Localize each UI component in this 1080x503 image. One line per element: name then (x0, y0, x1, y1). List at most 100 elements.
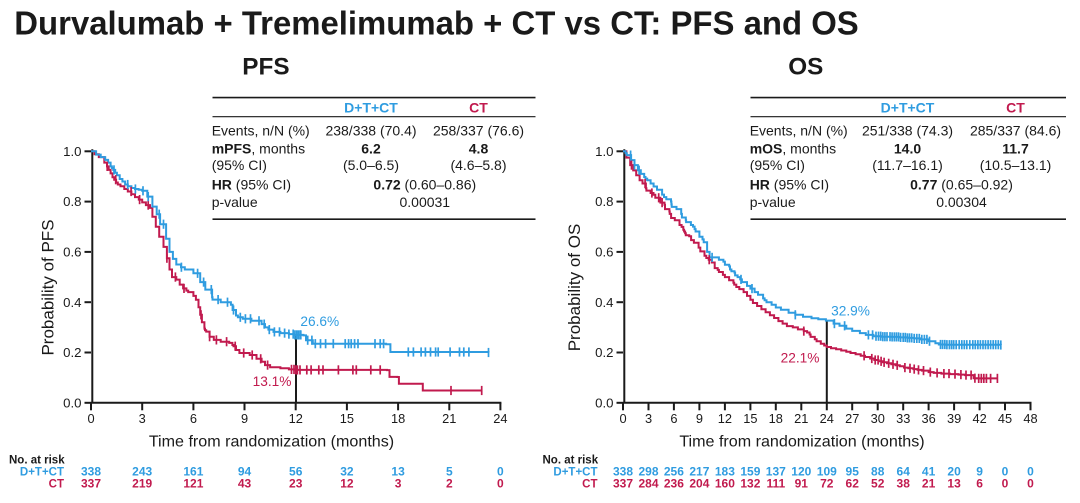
svg-text:219: 219 (132, 476, 152, 490)
svg-text:18: 18 (769, 411, 783, 426)
svg-text:Probability of OS: Probability of OS (565, 224, 584, 352)
svg-text:284: 284 (638, 476, 658, 490)
svg-text:88: 88 (871, 464, 885, 478)
svg-text:HR (95% CI): HR (95% CI) (212, 177, 291, 193)
svg-text:(5.0–6.5): (5.0–6.5) (343, 157, 399, 173)
svg-text:D+T+CT: D+T+CT (553, 466, 597, 478)
svg-text:45: 45 (998, 411, 1012, 426)
svg-text:HR (95% CI): HR (95% CI) (750, 177, 829, 193)
svg-text:285/337 (84.6): 285/337 (84.6) (970, 122, 1061, 138)
svg-text:109: 109 (817, 464, 837, 478)
svg-text:p-value: p-value (750, 194, 796, 210)
svg-text:43: 43 (238, 476, 252, 490)
svg-text:21: 21 (794, 411, 808, 426)
svg-text:121: 121 (183, 476, 203, 490)
svg-text:33: 33 (896, 411, 910, 426)
svg-text:337: 337 (81, 476, 101, 490)
svg-text:94: 94 (238, 464, 252, 478)
svg-text:48: 48 (1023, 411, 1037, 426)
svg-text:12: 12 (718, 411, 732, 426)
svg-text:26.6%: 26.6% (300, 314, 339, 329)
svg-text:217: 217 (689, 464, 709, 478)
svg-text:0.0: 0.0 (63, 395, 81, 410)
svg-text:CT: CT (582, 478, 597, 490)
svg-text:298: 298 (638, 464, 658, 478)
svg-text:30: 30 (871, 411, 885, 426)
svg-text:18: 18 (391, 411, 405, 426)
svg-text:238/338 (70.4): 238/338 (70.4) (325, 122, 416, 138)
svg-text:204: 204 (689, 476, 709, 490)
svg-text:0.6: 0.6 (595, 245, 613, 260)
svg-text:No. at risk: No. at risk (9, 454, 65, 466)
svg-text:0.4: 0.4 (63, 295, 81, 310)
svg-text:3: 3 (645, 411, 652, 426)
svg-text:Events, n/N (%): Events, n/N (%) (750, 122, 848, 138)
svg-text:41: 41 (922, 464, 936, 478)
svg-text:No. at risk: No. at risk (543, 454, 599, 466)
svg-text:9: 9 (976, 464, 983, 478)
svg-text:21: 21 (922, 476, 936, 490)
svg-text:111: 111 (766, 476, 785, 490)
svg-text:24: 24 (820, 411, 834, 426)
svg-text:0.00031: 0.00031 (399, 194, 450, 210)
svg-text:0.4: 0.4 (595, 295, 613, 310)
svg-text:236: 236 (664, 476, 684, 490)
svg-text:CT: CT (1006, 100, 1025, 116)
svg-text:161: 161 (183, 464, 203, 478)
svg-text:338: 338 (613, 464, 633, 478)
svg-text:Durvalumab + Tremelimumab + CT: Durvalumab + Tremelimumab + CT vs CT: PF… (14, 4, 858, 41)
svg-text:0: 0 (497, 476, 504, 490)
svg-text:56: 56 (289, 464, 303, 478)
svg-text:0.2: 0.2 (595, 345, 613, 360)
svg-text:120: 120 (791, 464, 811, 478)
svg-text:13: 13 (947, 476, 961, 490)
svg-text:0: 0 (87, 411, 94, 426)
svg-text:13: 13 (391, 464, 405, 478)
svg-text:(95% CI): (95% CI) (750, 157, 805, 173)
svg-text:4.8: 4.8 (469, 141, 489, 157)
svg-text:0.72 (0.60–0.86): 0.72 (0.60–0.86) (373, 177, 476, 193)
svg-text:132: 132 (740, 476, 760, 490)
svg-text:OS: OS (788, 54, 823, 81)
svg-text:62: 62 (846, 476, 860, 490)
svg-text:11.7: 11.7 (1002, 141, 1029, 157)
svg-text:36: 36 (921, 411, 935, 426)
svg-text:(4.6–5.8): (4.6–5.8) (450, 157, 506, 173)
svg-text:CT: CT (49, 478, 64, 490)
svg-text:15: 15 (340, 411, 354, 426)
svg-text:0: 0 (1002, 464, 1009, 478)
svg-text:42: 42 (972, 411, 986, 426)
svg-text:12: 12 (289, 411, 303, 426)
svg-text:mOS, months: mOS, months (750, 141, 836, 157)
svg-text:6.2: 6.2 (361, 141, 381, 157)
svg-text:0: 0 (497, 464, 504, 478)
svg-text:CT: CT (469, 100, 488, 116)
svg-text:13.1%: 13.1% (253, 374, 292, 389)
svg-text:0.8: 0.8 (595, 194, 613, 209)
svg-text:0.00304: 0.00304 (936, 194, 987, 210)
svg-text:0.8: 0.8 (63, 194, 81, 209)
svg-text:337: 337 (613, 476, 633, 490)
svg-text:20: 20 (947, 464, 961, 478)
svg-text:160: 160 (715, 476, 735, 490)
svg-text:Probability of PFS: Probability of PFS (39, 219, 58, 355)
svg-text:137: 137 (766, 464, 786, 478)
svg-text:0: 0 (1002, 476, 1009, 490)
svg-text:D+T+CT: D+T+CT (344, 100, 398, 116)
svg-text:14.0: 14.0 (894, 141, 921, 157)
svg-text:(11.7–16.1): (11.7–16.1) (872, 157, 943, 173)
svg-text:1.0: 1.0 (63, 144, 81, 159)
svg-text:338: 338 (81, 464, 101, 478)
svg-text:6: 6 (670, 411, 677, 426)
svg-text:PFS: PFS (242, 54, 289, 81)
svg-text:21: 21 (442, 411, 456, 426)
svg-text:9: 9 (241, 411, 248, 426)
svg-text:0: 0 (1027, 476, 1034, 490)
svg-text:9: 9 (696, 411, 703, 426)
svg-text:258/337 (76.6): 258/337 (76.6) (433, 122, 524, 138)
svg-text:5: 5 (446, 464, 453, 478)
svg-text:15: 15 (743, 411, 757, 426)
svg-text:2: 2 (446, 476, 453, 490)
svg-text:159: 159 (740, 464, 760, 478)
svg-text:6: 6 (976, 476, 983, 490)
